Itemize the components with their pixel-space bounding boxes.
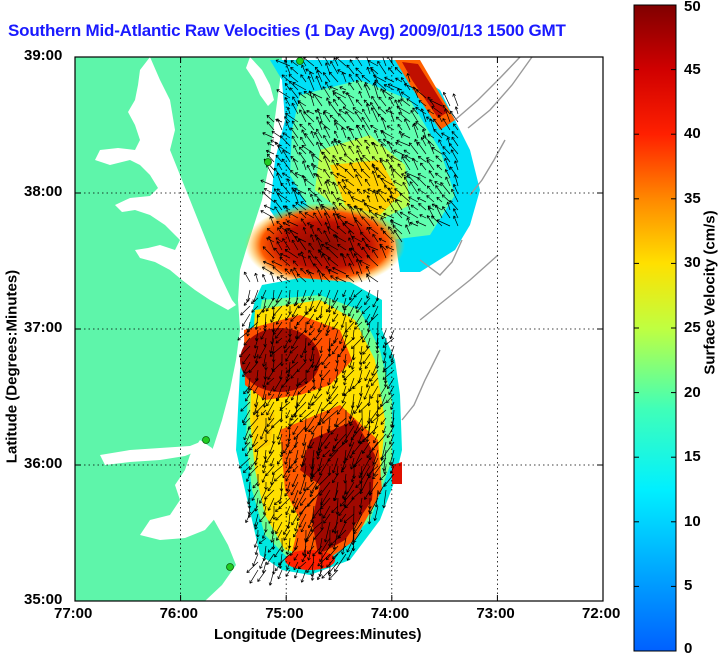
x-tick-label: 77:00 xyxy=(54,605,93,622)
radar-site-marker xyxy=(264,158,272,166)
colorbar-tick-label: 50 xyxy=(684,0,701,15)
colorbar-tick-label: 25 xyxy=(684,319,701,336)
y-axis-label: Latitude (Degrees:Minutes) xyxy=(3,269,21,464)
colorbar-tick-label: 35 xyxy=(684,189,701,207)
x-tick-label: 75:00 xyxy=(265,605,304,622)
y-tick-label: 35:00 xyxy=(24,591,63,608)
radar-site-marker xyxy=(202,436,210,444)
radar-site-marker xyxy=(226,563,234,571)
colorbar-label: Surface Velocity (cm/s) xyxy=(701,210,719,375)
grid-lines xyxy=(75,57,603,601)
y-tick-label: 37:00 xyxy=(24,319,63,336)
colorbar-tick-label: 40 xyxy=(684,125,701,143)
x-tick-label: 73:00 xyxy=(476,605,515,622)
colorbar xyxy=(633,4,677,652)
albemarle-sound xyxy=(100,440,205,465)
radar-site-marker xyxy=(296,57,304,65)
bathymetry-contours xyxy=(401,57,533,421)
colorbar-tick-label: 15 xyxy=(684,448,701,466)
y-tick-label: 36:00 xyxy=(24,455,63,472)
colorbar-tick-label: 30 xyxy=(684,254,701,272)
map-title: Southern Mid-Atlantic Raw Velocities (1 … xyxy=(8,21,566,40)
colorbar-tick-label: 5 xyxy=(684,577,693,595)
x-axis-label: Longitude (Degrees:Minutes) xyxy=(214,626,422,643)
x-tick-label: 76:00 xyxy=(159,605,198,622)
colorbar-tick-label: 10 xyxy=(684,512,701,530)
colorbar-tick-label: 0 xyxy=(684,640,693,657)
colorbar-tick-label: 20 xyxy=(684,383,701,401)
x-tick-label: 72:00 xyxy=(582,605,621,622)
y-tick-label: 39:00 xyxy=(24,47,63,64)
velocity-vectors xyxy=(237,57,459,586)
x-tick-label: 74:00 xyxy=(370,605,410,622)
chesapeake-bay xyxy=(95,57,236,310)
delaware-bay xyxy=(246,57,274,106)
radar-stations xyxy=(202,57,304,571)
colorbar-tick-label: 45 xyxy=(684,60,701,78)
y-tick-label: 38:00 xyxy=(24,183,63,200)
